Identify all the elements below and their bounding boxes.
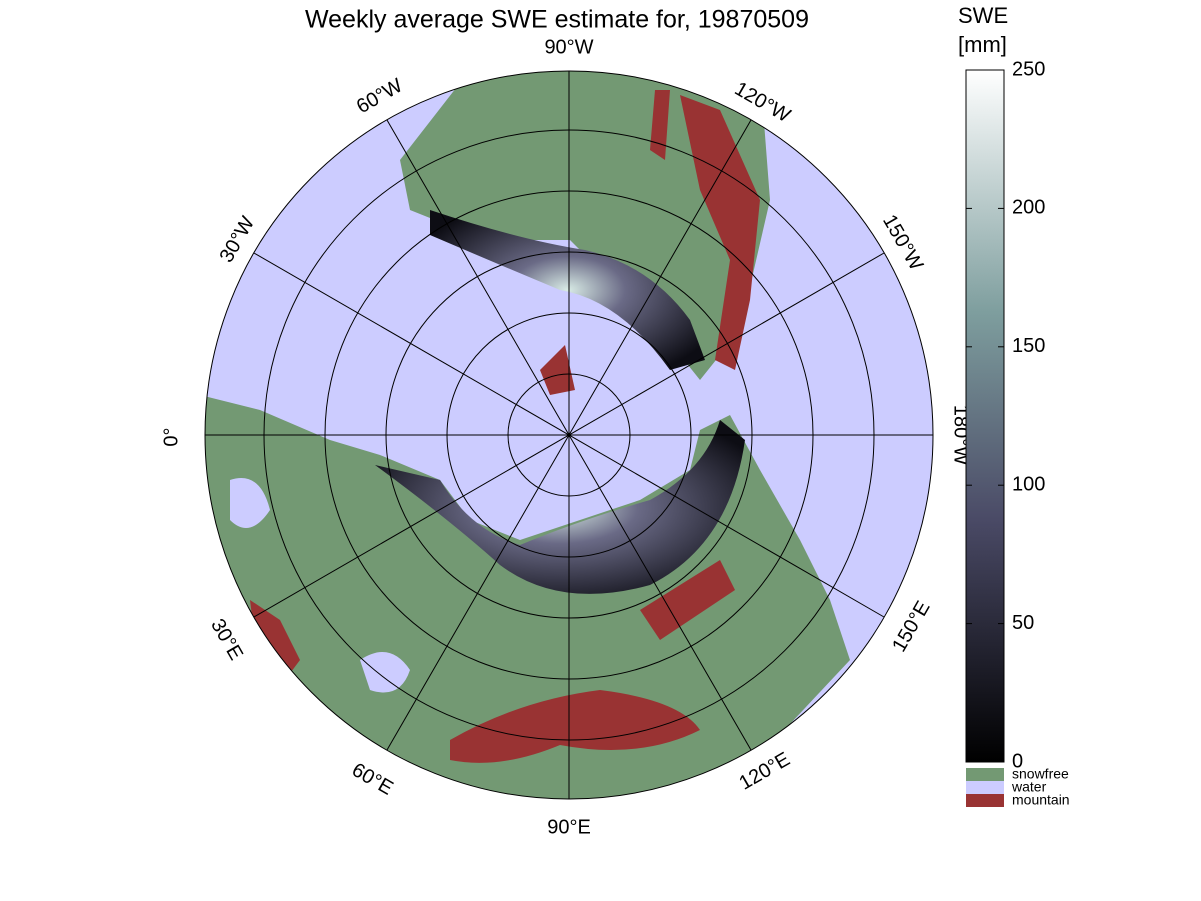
colorbar-axis: 0 50 100 150 200 250 xyxy=(966,58,1045,772)
longitude-label: 150°E xyxy=(888,597,934,655)
colorbar-title: SWE xyxy=(958,3,1008,28)
colorbar-tick-label: 200 xyxy=(1012,197,1045,219)
longitude-labels: 90°W120°W150°W180°W150°E120°E90°E60°E30°… xyxy=(160,36,971,838)
colorbar-tick-label: 250 xyxy=(1012,58,1045,80)
longitude-label: 60°E xyxy=(348,759,397,800)
longitude-label: 30°E xyxy=(206,615,247,664)
legend-label: mountain xyxy=(1012,792,1070,808)
longitude-label: 90°W xyxy=(544,36,593,58)
sea xyxy=(230,478,410,693)
colorbar-tick-label: 50 xyxy=(1012,612,1034,634)
legend-swatch xyxy=(966,768,1004,781)
north-america xyxy=(400,71,770,380)
title: Weekly average SWE estimate for, 1987050… xyxy=(305,6,809,34)
mountains xyxy=(250,90,760,763)
legend-swatch xyxy=(966,794,1004,807)
colorbar-title: [mm] xyxy=(958,32,1007,57)
colorbar-tick-label: 100 xyxy=(1012,473,1045,495)
longitude-label: 60°W xyxy=(353,75,407,119)
graticule xyxy=(205,71,933,799)
snow-america xyxy=(430,210,705,370)
colorbar xyxy=(965,69,1005,763)
colorbar-tick-label: 0 xyxy=(1012,750,1023,772)
map-disc xyxy=(205,71,933,799)
map-border xyxy=(204,70,934,800)
legend-label: water xyxy=(1011,779,1047,795)
colorbar-tick-label: 150 xyxy=(1012,335,1045,357)
legend-label: snowfree xyxy=(1012,766,1069,782)
longitude-label: 90°E xyxy=(547,816,591,838)
longitude-label: 0° xyxy=(160,427,182,446)
longitude-label: 120°E xyxy=(735,748,793,794)
legend-swatch xyxy=(966,781,1004,794)
snow-eurasia xyxy=(375,420,745,594)
